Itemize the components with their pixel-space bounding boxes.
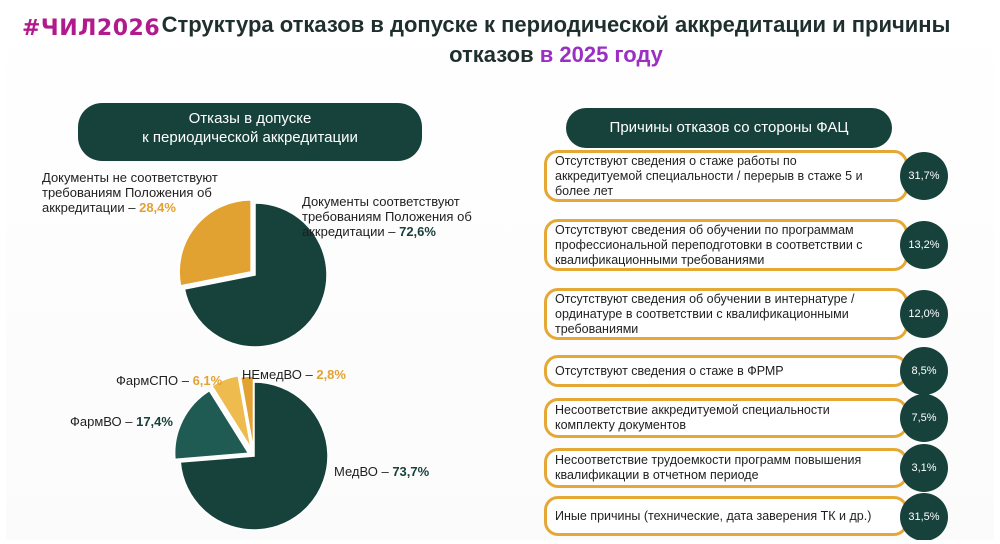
reason-value-5: 7,5% — [900, 394, 948, 442]
title-line-2: отказов в 2025 году — [156, 40, 956, 70]
pie2-label-farmspo: ФармСПО – 6,1% — [116, 373, 223, 388]
reason-value-4: 8,5% — [900, 347, 948, 395]
reason-item-4: Отсутствуют сведения о стаже в ФРМР — [544, 355, 908, 387]
pie2-slice-1 — [173, 389, 250, 461]
pie1-value-not-compliant: 28,4% — [139, 200, 176, 215]
pie2-slice-3 — [239, 375, 255, 451]
left-header-line-2: к периодической аккредитации — [142, 129, 358, 146]
pie2-label-medvo: МедВО – 73,7% — [334, 464, 430, 479]
title-highlight: в 2025 году — [539, 42, 663, 67]
reason-value-1: 31,7% — [900, 152, 948, 200]
title-line-1: Структура отказов в допуске к периодичес… — [161, 12, 951, 37]
title-line-2-main: отказов — [449, 42, 534, 67]
pie2-value-farmspo: 6,1% — [192, 373, 223, 388]
pie2-label-nemedvo: НЕмедВО – 2,8% — [242, 367, 346, 382]
reason-item-7: Иные причины (технические, дата заверени… — [544, 496, 908, 536]
reason-value-2: 13,2% — [900, 221, 948, 269]
pie2-label-farmvo: ФармВО – 17,4% — [70, 414, 173, 429]
pie1-label-not-compliant: Документы не соответствуют требованиям П… — [42, 170, 218, 215]
pie1-slice-0 — [183, 202, 328, 348]
pie1-label-compliant: Документы соответствуют требованиям Поло… — [302, 194, 472, 239]
brand-logo: #ЧИЛ2026 — [22, 16, 161, 41]
reason-item-1: Отсутствуют сведения о стаже работы по а… — [544, 150, 908, 202]
pie2-value-farmvo: 17,4% — [136, 414, 173, 429]
pie1-slice-1 — [178, 199, 252, 287]
reason-item-2: Отсутствуют сведения об обучении по прог… — [544, 219, 908, 271]
page-title: Структура отказов в допуске к периодичес… — [156, 10, 956, 70]
reason-item-6: Несоответствие трудоемкости программ пов… — [544, 448, 908, 488]
reason-value-7: 31,5% — [900, 493, 948, 540]
reason-value-6: 3,1% — [900, 444, 948, 492]
slide: #ЧИЛ2026 Структура отказов в допуске к п… — [6, 4, 994, 540]
pie1-value-compliant: 72,6% — [399, 224, 436, 239]
pie-chart-education-type — [173, 374, 329, 531]
reason-item-5: Несоответствие аккредитуемой специальнос… — [544, 398, 908, 438]
right-section-header: Причины отказов со стороны ФАЦ — [566, 108, 892, 148]
left-section-header: Отказы в допуске к периодической аккреди… — [78, 103, 422, 161]
pie2-value-nemedvo: 2,8% — [316, 367, 346, 382]
pie2-value-medvo: 73,7% — [392, 464, 430, 479]
left-header-line-1: Отказы в допуске — [188, 110, 312, 127]
reason-value-3: 12,0% — [900, 290, 948, 338]
reason-item-3: Отсутствуют сведения об обучении в интер… — [544, 288, 908, 340]
pie-chart-admission — [178, 199, 328, 348]
pie2-slice-2 — [210, 374, 252, 449]
pie2-slice-0 — [179, 381, 329, 531]
